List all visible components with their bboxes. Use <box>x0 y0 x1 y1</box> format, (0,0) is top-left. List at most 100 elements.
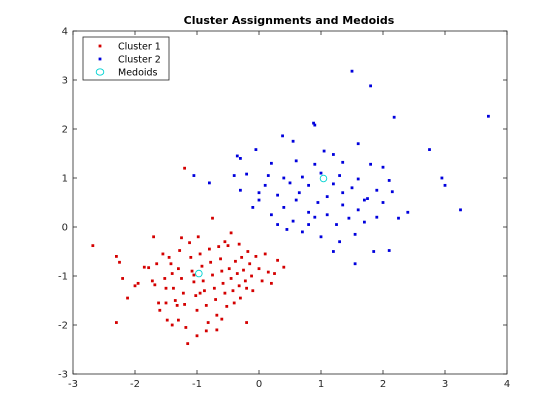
data-point <box>487 114 490 118</box>
data-point <box>177 318 180 322</box>
data-point <box>338 240 341 244</box>
y-tick-label: -3 <box>58 370 68 381</box>
data-point <box>350 69 354 73</box>
data-point <box>211 273 214 277</box>
data-point <box>153 283 157 287</box>
x-tick-label: -3 <box>68 379 78 390</box>
data-point <box>198 252 202 256</box>
data-point <box>237 284 241 288</box>
series-2 <box>192 69 490 266</box>
data-point <box>369 84 372 88</box>
data-point <box>356 177 360 181</box>
data-point <box>206 321 210 324</box>
x-tick-label: 2 <box>380 379 386 390</box>
data-point <box>170 272 174 275</box>
data-point <box>372 250 376 253</box>
data-point <box>183 166 186 170</box>
data-point <box>181 291 185 295</box>
data-point <box>178 249 182 252</box>
data-point <box>180 277 183 280</box>
y-tick-label: 2 <box>62 125 68 136</box>
ticks-layer: -3 -2 -1 0 1 2 3 4 -3 -2 -1 0 1 2 3 4 <box>58 27 510 391</box>
data-point <box>161 252 165 256</box>
data-point <box>335 223 338 226</box>
data-point <box>313 215 317 219</box>
data-point <box>165 318 169 322</box>
data-point <box>254 148 258 151</box>
axes-background <box>73 31 507 374</box>
data-point <box>332 153 335 156</box>
points-layer <box>91 69 490 346</box>
data-point <box>363 220 366 224</box>
data-point <box>363 198 366 202</box>
data-point <box>316 201 320 204</box>
data-point <box>152 235 155 239</box>
data-point <box>332 250 335 253</box>
data-point <box>223 240 227 244</box>
data-point <box>173 299 177 302</box>
data-point <box>406 210 410 214</box>
data-point <box>319 235 323 239</box>
data-point <box>239 188 242 192</box>
data-point <box>301 175 304 179</box>
data-point <box>239 157 242 160</box>
data-point <box>189 255 193 259</box>
data-point <box>175 304 179 307</box>
data-point <box>428 148 431 151</box>
data-point <box>237 242 241 246</box>
data-point <box>347 216 351 220</box>
data-point <box>392 115 396 119</box>
data-point <box>341 191 345 195</box>
data-point <box>307 210 310 214</box>
data-point <box>229 277 233 280</box>
data-point <box>257 198 261 202</box>
data-point <box>91 244 95 248</box>
data-point <box>180 236 183 240</box>
data-point <box>273 272 276 275</box>
data-point <box>169 262 173 266</box>
data-point <box>246 250 250 253</box>
data-point <box>245 286 248 290</box>
data-point <box>325 213 329 217</box>
data-point <box>251 289 255 293</box>
data-point <box>297 191 301 195</box>
data-point <box>225 304 229 308</box>
data-point <box>338 174 341 177</box>
data-point <box>266 174 270 177</box>
data-point <box>325 195 329 199</box>
data-point <box>215 328 219 332</box>
data-point <box>142 265 146 269</box>
data-point <box>239 296 242 300</box>
data-point <box>227 267 231 271</box>
data-point <box>294 198 298 202</box>
data-point <box>147 266 151 270</box>
data-point <box>356 142 360 146</box>
legend-point-icon <box>98 44 102 48</box>
data-point <box>276 223 279 226</box>
data-point <box>118 260 121 264</box>
data-point <box>221 281 225 285</box>
data-point <box>341 203 345 207</box>
x-tick-label: -1 <box>192 379 202 390</box>
legend-entries: Cluster 1 Cluster 2 Medoids <box>95 42 161 79</box>
legend: Cluster 1 Cluster 2 Medoids <box>82 36 170 81</box>
data-point <box>248 262 252 266</box>
data-point <box>313 123 317 127</box>
data-point <box>356 208 360 212</box>
y-tick-label: 3 <box>62 76 68 87</box>
data-point <box>266 270 270 274</box>
data-point <box>184 326 188 329</box>
data-point <box>196 235 200 239</box>
data-point <box>245 172 248 176</box>
data-point <box>341 160 345 164</box>
data-point <box>270 213 273 217</box>
data-point <box>223 291 227 295</box>
data-point <box>164 301 168 305</box>
data-point <box>121 277 124 280</box>
data-point <box>177 267 180 271</box>
data-point <box>322 149 326 153</box>
x-tick-label: 4 <box>504 379 510 390</box>
data-point <box>209 260 213 264</box>
data-point <box>226 244 230 248</box>
